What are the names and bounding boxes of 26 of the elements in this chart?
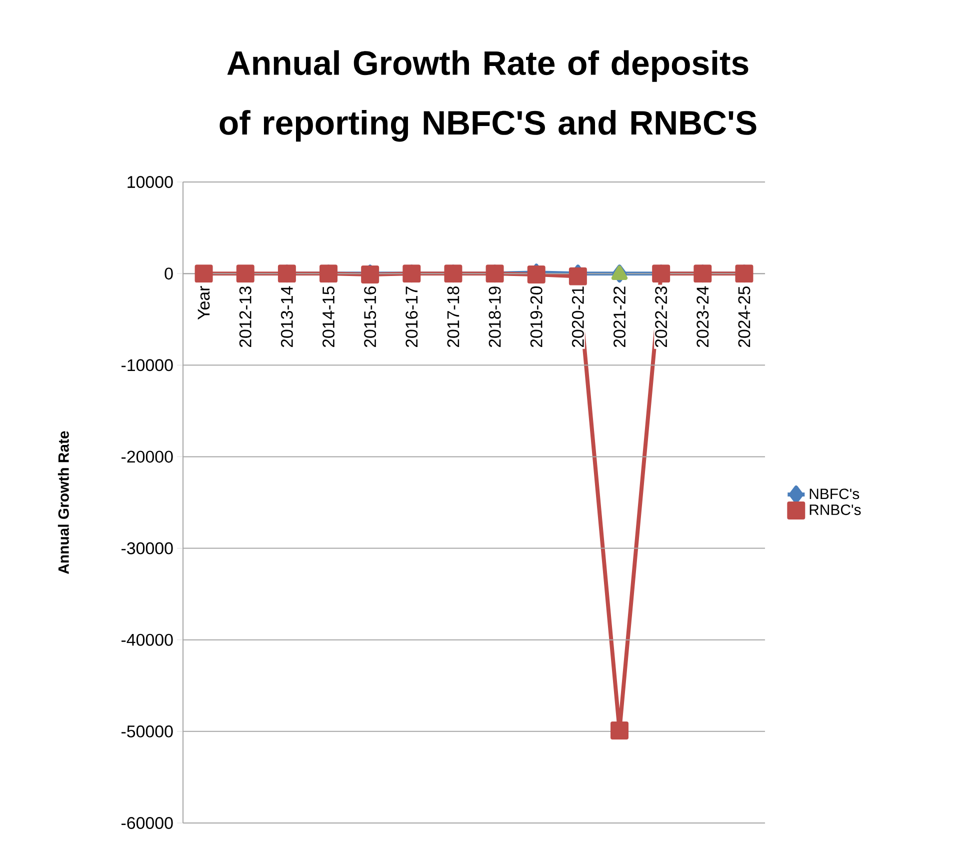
x-tick-label: 2015-16 [364, 286, 376, 348]
y-tick-label: -20000 [121, 450, 173, 463]
y-tick-label: -60000 [121, 817, 173, 829]
x-tick-label: 2024-25 [738, 286, 750, 348]
x-tick-label: 2023-24 [696, 286, 709, 348]
x-tick-label: 2018-19 [488, 286, 501, 348]
x-tick-label: 2017-18 [447, 286, 460, 348]
legend-label: RNBC's [810, 504, 861, 516]
y-tick-label: 10000 [128, 176, 173, 188]
x-tick-label: 2013-14 [280, 286, 293, 348]
x-tick-label: 2012-13 [239, 286, 252, 348]
x-tick-label: 2014-15 [322, 286, 335, 348]
x-tick-label: 2022-23 [655, 286, 668, 348]
y-tick-label: -50000 [121, 725, 173, 738]
x-tick-label: 2020-21 [572, 286, 584, 348]
y-axis-title: Annual Growth Rate [58, 431, 69, 574]
legend-label: NBFC's [810, 488, 860, 500]
y-tick-label: -40000 [121, 634, 173, 646]
chart-title: Annual Growth Rate of deposits of reporting NBFC'S and RNBC'S [220, 50, 756, 142]
y-tick-label: -10000 [121, 359, 173, 372]
y-tick-label: -30000 [121, 542, 173, 554]
x-tick-label: 2021-22 [614, 286, 626, 348]
x-tick-label: 2016-17 [406, 286, 418, 348]
y-tick-label: 0 [164, 268, 173, 280]
x-tick-label: 2019-20 [530, 286, 542, 348]
x-tick-label: Year [198, 286, 210, 320]
